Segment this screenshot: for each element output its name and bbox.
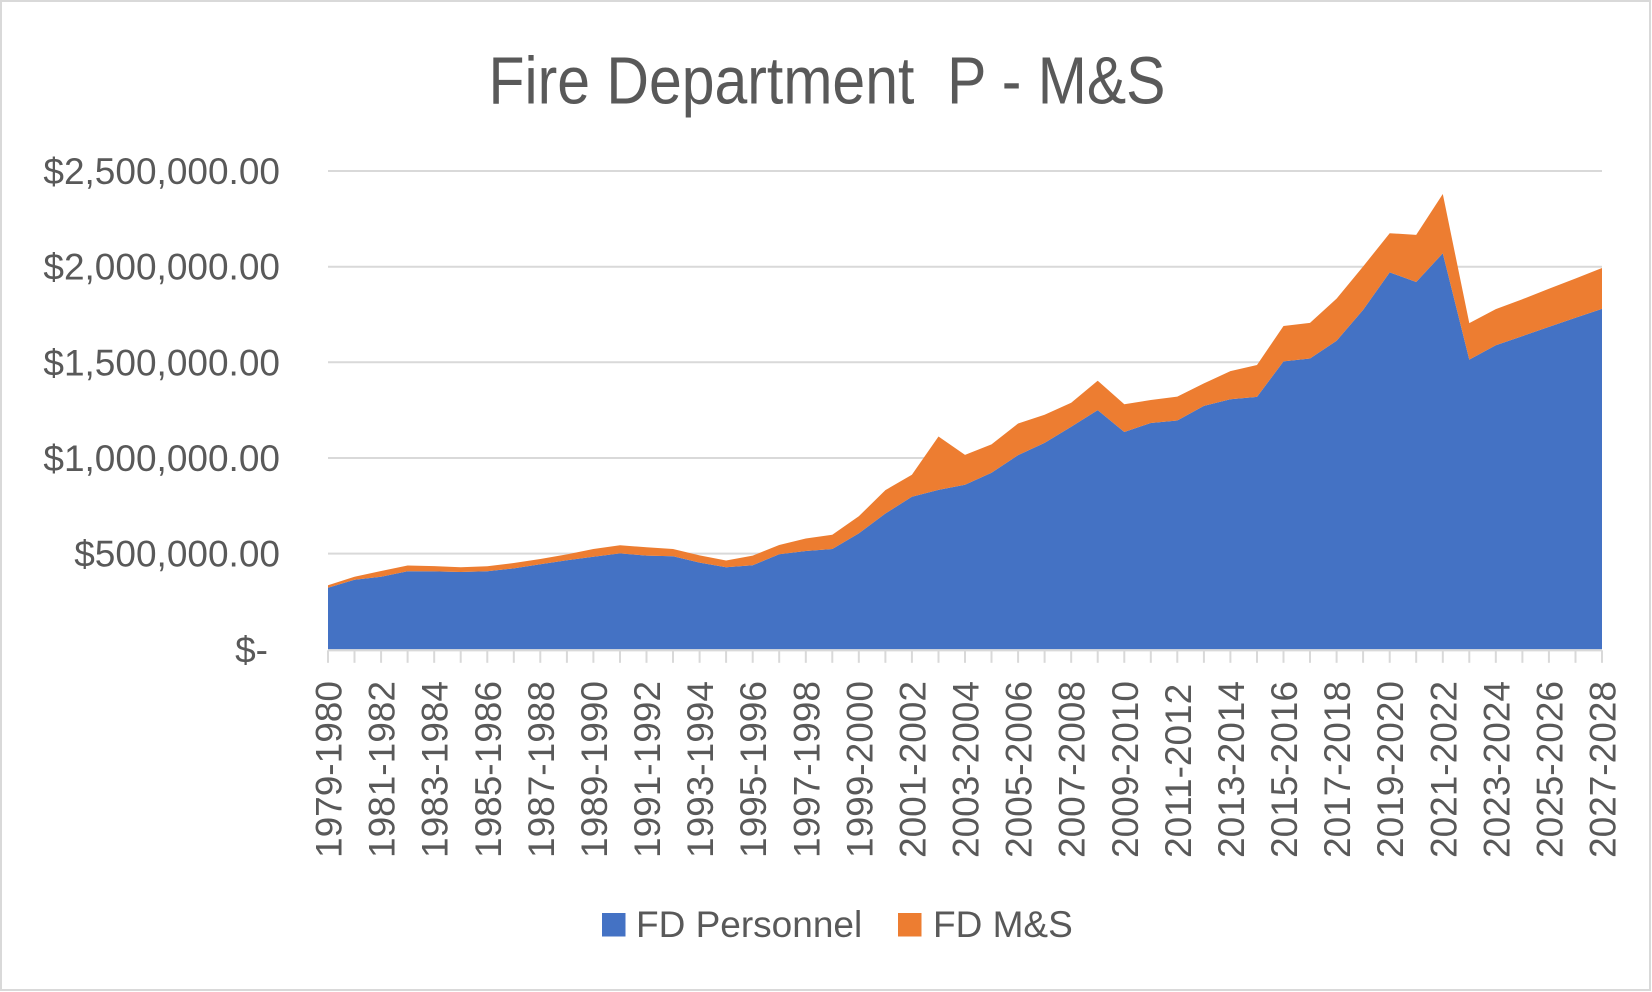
svg-text:2001-2002: 2001-2002 [892, 681, 933, 858]
svg-text:$500,000.00: $500,000.00 [74, 534, 280, 575]
svg-text:$1,500,000.00: $1,500,000.00 [43, 342, 280, 383]
svg-text:1979-1980: 1979-1980 [309, 681, 350, 858]
svg-text:2011-2012: 2011-2012 [1158, 684, 1199, 858]
svg-text:FD Personnel: FD Personnel [636, 904, 862, 945]
svg-text:1993-1994: 1993-1994 [680, 681, 721, 858]
svg-text:$2,500,000.00: $2,500,000.00 [43, 151, 280, 192]
svg-text:2013-2014: 2013-2014 [1211, 681, 1252, 858]
svg-text:2027-2028: 2027-2028 [1583, 681, 1624, 858]
svg-text:$1,000,000.00: $1,000,000.00 [43, 438, 280, 479]
svg-text:1983-1984: 1983-1984 [415, 681, 456, 858]
svg-text:1985-1986: 1985-1986 [468, 681, 509, 858]
svg-text:2003-2004: 2003-2004 [946, 681, 987, 858]
svg-text:$-: $- [235, 629, 268, 670]
svg-text:1997-1998: 1997-1998 [786, 681, 827, 858]
svg-text:2021-2022: 2021-2022 [1423, 681, 1464, 858]
svg-text:1987-1988: 1987-1988 [521, 681, 562, 858]
svg-text:Fire Department P - M&S: Fire Department P - M&S [489, 44, 1166, 118]
svg-text:1981-1982: 1981-1982 [362, 681, 403, 858]
svg-text:2019-2020: 2019-2020 [1370, 681, 1411, 858]
svg-text:2015-2016: 2015-2016 [1264, 681, 1305, 858]
svg-text:1999-2000: 1999-2000 [839, 681, 880, 858]
svg-text:2005-2006: 2005-2006 [999, 681, 1040, 858]
svg-text:2007-2008: 2007-2008 [1052, 681, 1093, 858]
svg-text:$2,000,000.00: $2,000,000.00 [43, 247, 280, 288]
svg-text:2023-2024: 2023-2024 [1476, 681, 1517, 858]
svg-text:FD M&S: FD M&S [933, 904, 1073, 945]
svg-text:1995-1996: 1995-1996 [733, 681, 774, 858]
svg-text:1989-1990: 1989-1990 [574, 681, 615, 858]
svg-text:1991-1992: 1991-1992 [627, 681, 668, 858]
svg-text:2009-2010: 2009-2010 [1105, 681, 1146, 858]
svg-text:2025-2026: 2025-2026 [1529, 681, 1570, 858]
svg-text:2017-2018: 2017-2018 [1317, 681, 1358, 858]
